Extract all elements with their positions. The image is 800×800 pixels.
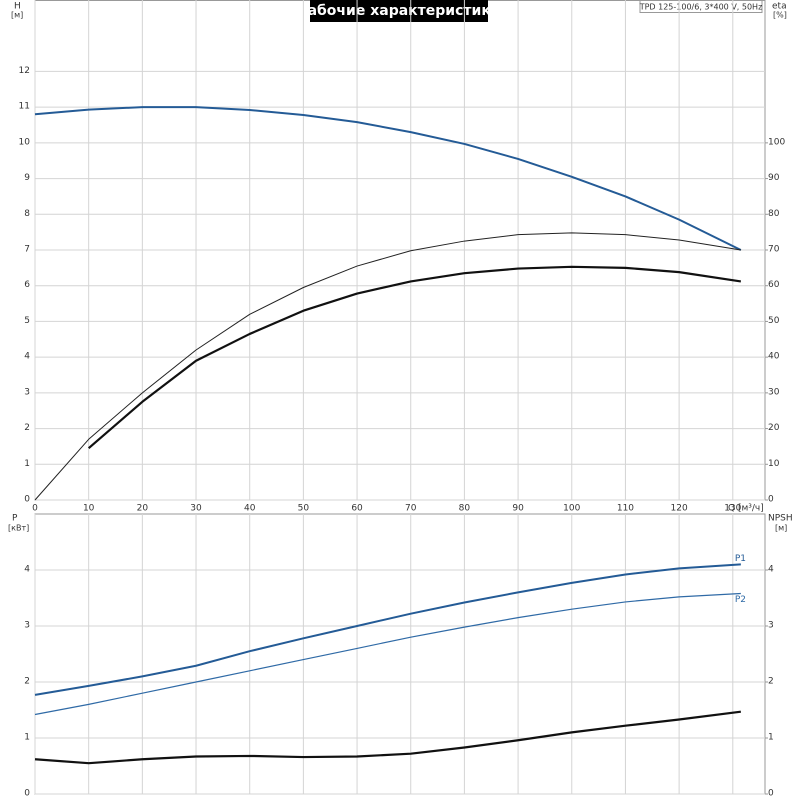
x-tick-label: 120 [671,504,688,514]
x-tick-label: 20 [137,504,149,514]
model-label: TPD 125-100/6, 3*400 V, 50Hz [639,3,763,12]
y-tick-label: 2 [24,677,30,687]
y2-tick-label: 80 [768,209,780,219]
y2-tick-label: 0 [768,789,774,799]
y2-tick-label: 70 [768,245,780,255]
x-tick-label: 110 [617,504,634,514]
y2-tick-label: 0 [768,495,774,505]
y2-tick-label: 2 [768,677,774,687]
y2-axis-label: NPSH [768,514,793,524]
y-tick-label: 2 [24,423,30,433]
x-tick-label: 50 [298,504,310,514]
y2-tick-label: 3 [768,621,774,631]
x-axis-label: Q [м³/ч] [728,504,764,514]
y-tick-label: 6 [24,280,30,290]
x-tick-label: 30 [190,504,202,514]
y-axis-label: P [12,514,18,524]
x-tick-label: 100 [563,504,580,514]
y2-tick-label: 4 [768,565,774,575]
y-tick-label: 4 [24,565,30,575]
y2-tick-label: 30 [768,387,780,397]
y-axis-unit: [м] [11,11,23,20]
y2-tick-label: 60 [768,280,780,290]
y-tick-label: 3 [24,387,30,397]
x-tick-label: 10 [83,504,95,514]
y-tick-label: 5 [24,316,30,326]
y-tick-label: 9 [24,173,30,183]
y-tick-label: 11 [19,102,30,112]
y-tick-label: 3 [24,621,30,631]
series-label: P2 [735,595,746,605]
y2-tick-label: 100 [768,137,785,147]
y-tick-label: 1 [24,733,30,743]
y-tick-label: 0 [24,789,30,799]
y2-tick-label: 10 [768,459,780,469]
x-tick-label: 0 [32,504,38,514]
y-tick-label: 0 [24,495,30,505]
x-tick-label: 130 [724,504,741,514]
x-tick-label: 90 [512,504,524,514]
y2-tick-label: 40 [768,352,780,362]
chart-title: Рабочие характеристики [297,3,500,19]
curve [87,265,742,450]
curve [34,563,741,696]
title-box [310,0,488,22]
x-tick-label: 80 [459,504,471,514]
y-tick-label: 7 [24,245,30,255]
y2-tick-label: 90 [768,173,780,183]
bottom-frame [34,513,766,795]
x-tick-label: 70 [405,504,417,514]
y2-axis-label: eta [772,2,787,12]
curve [34,710,741,765]
curve [34,232,741,501]
y2-axis-unit: [%] [773,11,787,20]
y2-tick-label: 50 [768,316,780,326]
curve [34,106,742,251]
y2-tick-label: 20 [768,423,780,433]
y-axis-unit: [кВт] [8,524,29,533]
y-tick-label: 12 [19,66,30,76]
x-tick-label: 40 [244,504,256,514]
y-tick-label: 4 [24,352,30,362]
y-tick-label: 1 [24,459,30,469]
series-label: P1 [735,554,746,564]
x-tick-label: 60 [351,504,363,514]
y-axis-label: H [14,2,21,12]
model-box [639,0,763,13]
y-tick-label: 10 [19,137,31,147]
curve [34,592,741,716]
y2-tick-label: 1 [768,733,774,743]
y-tick-label: 8 [24,209,30,219]
y2-axis-unit: [м] [775,524,787,533]
